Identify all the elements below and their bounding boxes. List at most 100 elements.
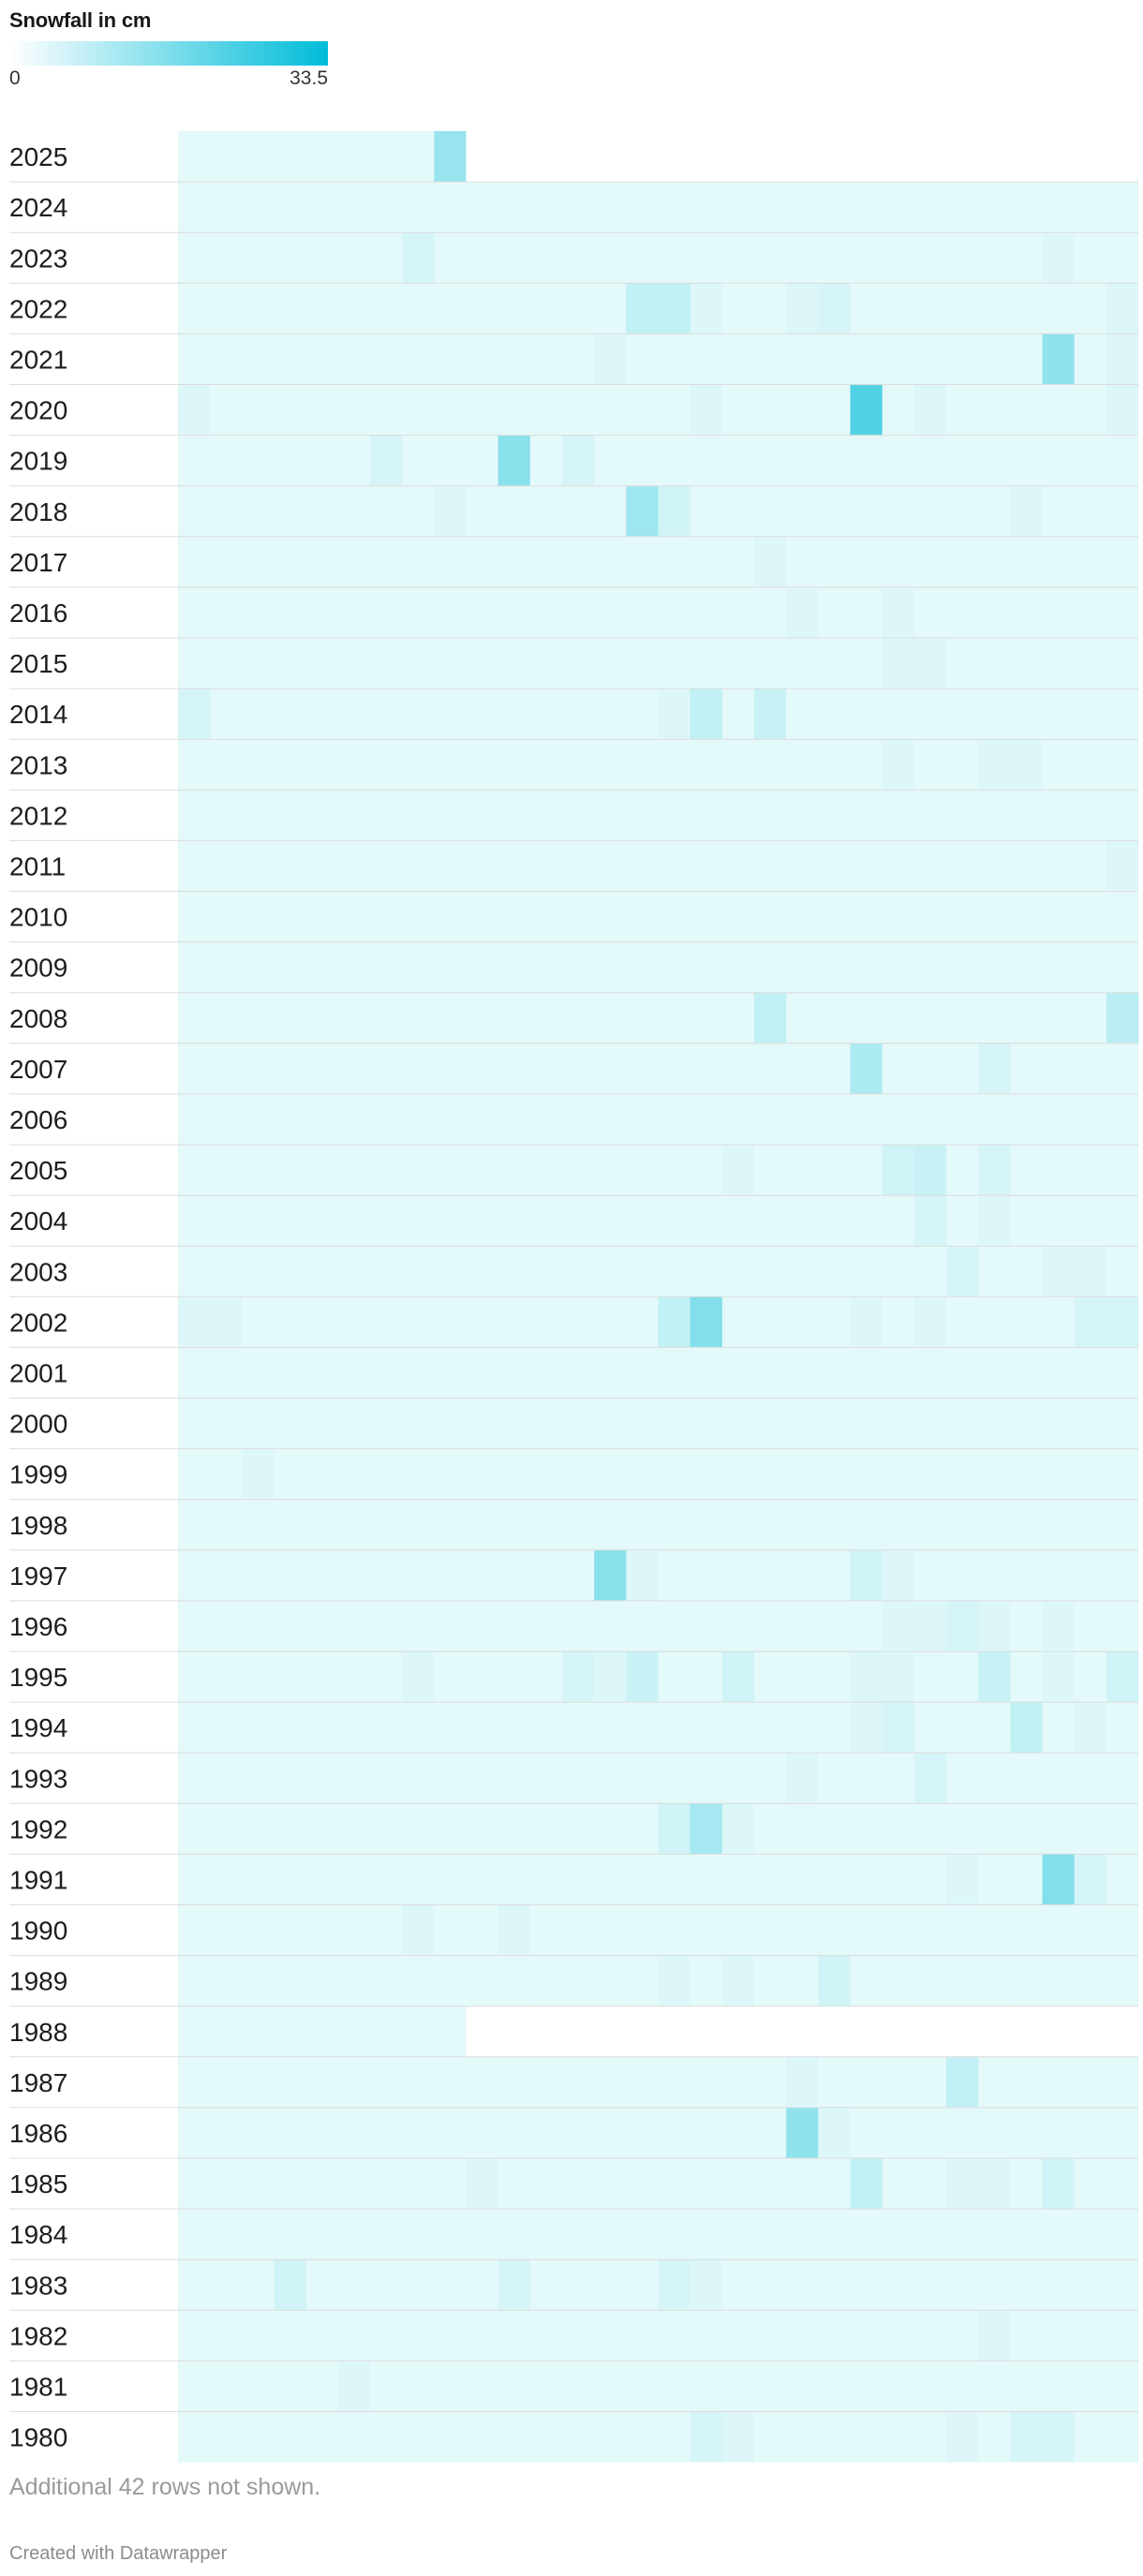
- heatmap-cell: [658, 2056, 691, 2108]
- heatmap-cell: [402, 384, 435, 436]
- heatmap-cell: [274, 638, 307, 689]
- heatmap-cell: [690, 2209, 723, 2260]
- heatmap-cell: [466, 232, 499, 284]
- heatmap-cell: [305, 1753, 339, 1804]
- heatmap-cell: [529, 485, 563, 537]
- heatmap-row-2001: 2001: [9, 1346, 1139, 1399]
- heatmap-cell: [658, 638, 691, 689]
- heatmap-cell: [754, 941, 787, 993]
- heatmap-cell: [497, 2411, 531, 2463]
- heatmap-cell: [210, 1600, 243, 1651]
- heatmap-cell: [658, 485, 691, 537]
- heatmap-cell: [529, 1499, 563, 1550]
- heatmap-cell: [818, 1347, 852, 1399]
- heatmap-cell: [818, 1803, 852, 1855]
- heatmap-cell: [242, 536, 275, 587]
- heatmap-cell: [210, 586, 243, 638]
- heatmap-cell: [434, 1145, 468, 1196]
- heatmap-cell: [178, 1246, 211, 1297]
- heatmap-cell: [882, 1043, 915, 1094]
- heatmap-cell: [370, 1955, 403, 2006]
- heatmap-cell: [1042, 283, 1076, 334]
- heatmap-cell: [210, 2310, 243, 2361]
- row-label: 2011: [9, 851, 66, 881]
- heatmap-cell: [1010, 1753, 1044, 1804]
- heatmap-cell: [1042, 992, 1076, 1044]
- heatmap-cell: [818, 182, 852, 233]
- heatmap-cell: [210, 1296, 243, 1348]
- heatmap-cell: [466, 2361, 499, 2412]
- heatmap-cell: [242, 2411, 275, 2463]
- heatmap-cell: [210, 384, 243, 436]
- heatmap-cell: [626, 1904, 660, 1956]
- heatmap-cell: [626, 2209, 660, 2260]
- heatmap-cell: [274, 384, 307, 436]
- heatmap-cell: [1010, 2310, 1044, 2361]
- datawrapper-credit: Created with Datawrapper: [9, 2543, 228, 2564]
- heatmap-cell: [305, 1702, 339, 1754]
- heatmap-cell: [1106, 1296, 1139, 1348]
- heatmap-cell: [402, 1195, 435, 1247]
- heatmap-cell: [626, 131, 660, 183]
- heatmap-cell: [1106, 131, 1139, 183]
- heatmap-cell: [786, 1195, 819, 1247]
- heatmap-cell: [658, 1600, 691, 1651]
- heatmap-cell: [466, 992, 499, 1044]
- heatmap-cell: [721, 333, 755, 385]
- heatmap-cell: [210, 1499, 243, 1550]
- heatmap-cell: [786, 1499, 819, 1550]
- heatmap-cell: [466, 2259, 499, 2311]
- heatmap-row-2009: 2009: [9, 941, 1139, 993]
- heatmap-cell: [850, 384, 883, 436]
- heatmap-cell: [402, 840, 435, 892]
- heatmap-cell: [434, 1499, 468, 1550]
- heatmap-cell: [178, 1549, 211, 1601]
- heatmap-cell: [690, 232, 723, 284]
- heatmap-cell: [690, 1753, 723, 1804]
- heatmap-cell: [337, 992, 371, 1044]
- heatmap-row-1995: 1995: [9, 1651, 1139, 1703]
- heatmap-cell: [850, 2006, 883, 2057]
- heatmap-cell: [818, 1499, 852, 1550]
- heatmap-cell: [497, 182, 531, 233]
- heatmap-cell: [594, 1398, 627, 1449]
- heatmap-cell: [818, 485, 852, 537]
- heatmap-cell: [305, 586, 339, 638]
- heatmap-cell: [626, 536, 660, 587]
- heatmap-cell: [946, 1145, 979, 1196]
- heatmap-cell: [497, 790, 531, 841]
- heatmap-cell: [210, 992, 243, 1044]
- heatmap-cell: [305, 1347, 339, 1399]
- heatmap-cell: [497, 2209, 531, 2260]
- heatmap-cell: [305, 2056, 339, 2108]
- heatmap-cell: [978, 536, 1011, 587]
- heatmap-cell: [562, 1702, 595, 1754]
- heatmap-cell: [850, 1043, 883, 1094]
- heatmap-cell: [434, 1651, 468, 1703]
- heatmap-cell: [818, 638, 852, 689]
- heatmap-cell: [370, 1753, 403, 1804]
- heatmap-cell: [913, 586, 947, 638]
- heatmap-cell: [850, 1093, 883, 1145]
- heatmap-cell: [370, 2158, 403, 2210]
- heatmap-cell: [337, 1651, 371, 1703]
- heatmap-cell: [1106, 790, 1139, 841]
- heatmap-cell: [242, 840, 275, 892]
- heatmap-cell: [1074, 992, 1107, 1044]
- heatmap-cell: [786, 384, 819, 436]
- heatmap-cell: [850, 688, 883, 740]
- heatmap-cell: [274, 2310, 307, 2361]
- row-label: 2013: [9, 750, 67, 779]
- heatmap-cell: [178, 1904, 211, 1956]
- heatmap-cell: [626, 2310, 660, 2361]
- heatmap-cell: [882, 2158, 915, 2210]
- heatmap-cell: [274, 536, 307, 587]
- heatmap-cell: [594, 1651, 627, 1703]
- heatmap-cell: [466, 1803, 499, 1855]
- heatmap-cell: [913, 384, 947, 436]
- heatmap-cell: [721, 1803, 755, 1855]
- heatmap-cell: [466, 941, 499, 993]
- heatmap-cell: [882, 2107, 915, 2158]
- heatmap-cell: [818, 688, 852, 740]
- heatmap-cell: [274, 891, 307, 942]
